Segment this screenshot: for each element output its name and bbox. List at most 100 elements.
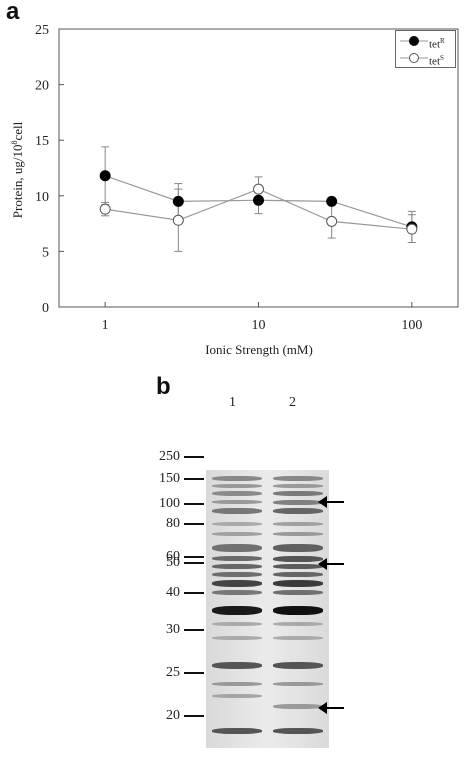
lane-number-2: 2 (289, 395, 296, 410)
gel-band (273, 704, 323, 709)
data-point (253, 194, 264, 206)
marker-tick-60 (184, 556, 204, 558)
marker-label-20: 20 (166, 708, 180, 723)
gel-band (273, 606, 323, 615)
marker-label-40: 40 (166, 585, 180, 600)
gel-band (273, 491, 323, 496)
gel-band (273, 572, 323, 577)
gel-band (273, 580, 323, 587)
gel-band (212, 572, 262, 577)
x-tick-label: 100 (401, 318, 422, 333)
legend-item-tet-r: tetR (396, 33, 456, 51)
y-axis-label-suffix: cell (10, 121, 25, 140)
data-point (326, 215, 338, 227)
legend-item-tet-s: tetS (396, 50, 456, 68)
arrow-icon (318, 702, 344, 714)
x-axis-label: Ionic Strength (mM) (205, 342, 313, 357)
gel-band (273, 508, 323, 514)
marker-tick-40 (184, 592, 204, 594)
data-point (253, 183, 264, 195)
chart-series (99, 146, 418, 252)
marker-label-30: 30 (166, 622, 180, 637)
data-point (99, 203, 111, 215)
gel-band (273, 564, 323, 569)
gel-band (273, 682, 323, 686)
marker-label-80: 80 (166, 516, 180, 531)
gel-band (273, 590, 323, 595)
gel-band (273, 662, 323, 669)
gel-band (212, 590, 262, 595)
marker-tick-150 (184, 478, 204, 480)
marker-label-25: 25 (166, 665, 180, 680)
gel-band (212, 694, 262, 698)
gel-lane-1 (212, 470, 262, 748)
marker-label-100: 100 (159, 496, 180, 511)
gel-band (212, 544, 262, 552)
legend-swatch-open-circle (400, 53, 428, 63)
chart-ticks: 0 5 10 15 20 25 1 10 100 (35, 23, 422, 333)
marker-tick-50 (184, 562, 204, 564)
plot-frame (58, 28, 459, 308)
gel-band (212, 532, 262, 536)
chart-axes (58, 28, 459, 308)
chart-legend: tetR tetS (395, 30, 456, 68)
gel-band (273, 728, 323, 734)
marker-label-60: 60 (166, 549, 180, 564)
gel-lane-2 (273, 470, 323, 748)
data-point (99, 170, 111, 182)
x-tick-label: 10 (252, 318, 266, 333)
gel-band (273, 556, 323, 562)
y-tick-label: 0 (42, 301, 49, 316)
y-tick-label: 15 (35, 134, 49, 149)
y-axis-label: Protein, ug/108cell (10, 121, 25, 218)
gel-band (273, 484, 323, 488)
gel-band (273, 522, 323, 526)
arrow-icon (318, 558, 344, 570)
lane-number-1: 1 (229, 395, 236, 410)
gel-band (212, 636, 262, 640)
gel-band (212, 556, 262, 561)
marker-label-150: 150 (159, 471, 180, 486)
gel-band (273, 532, 323, 536)
panel-b-letter: b (156, 373, 171, 400)
gel-band (212, 491, 262, 496)
gel-band (212, 622, 262, 626)
gel-band (212, 580, 262, 587)
gel-band (212, 500, 262, 504)
gel-band (212, 662, 262, 669)
marker-tick-250 (184, 456, 204, 458)
gel-band (212, 564, 262, 569)
y-axis-label-main: Protein, ug/10 (10, 145, 25, 219)
marker-label-50: 50 (166, 555, 180, 570)
gel-band (212, 606, 262, 615)
gel-band (212, 484, 262, 488)
marker-tick-100 (184, 503, 204, 505)
panel-a-letter: a (6, 0, 20, 25)
data-point (326, 195, 338, 207)
sds-page-gel (206, 470, 329, 748)
data-point (406, 223, 418, 235)
marker-label-250: 250 (159, 449, 180, 464)
gel-band (212, 522, 262, 526)
y-tick-label: 20 (35, 79, 49, 94)
data-point (172, 195, 184, 207)
marker-tick-30 (184, 629, 204, 631)
gel-band (212, 728, 262, 734)
gel-band (273, 636, 323, 640)
marker-tick-25 (184, 672, 204, 674)
gel-band (212, 476, 262, 481)
x-tick-label: 1 (102, 318, 109, 333)
y-tick-label: 5 (42, 245, 49, 260)
line-chart: 0 5 10 15 20 25 1 10 100 Ionic Strength (mM) Pro… (10, 23, 459, 357)
legend-swatch-filled-circle (400, 36, 428, 46)
gel-band (273, 622, 323, 626)
y-axis-label-sup: 8 (10, 141, 19, 145)
gel-band (273, 544, 323, 552)
gel-band (273, 500, 323, 505)
marker-tick-80 (184, 523, 204, 525)
y-tick-label: 10 (35, 190, 49, 205)
legend-label-tet-s: tetS (429, 54, 444, 68)
legend-label-tet-r: tetR (429, 37, 445, 51)
arrow-icon (318, 496, 344, 508)
data-point (172, 214, 184, 226)
